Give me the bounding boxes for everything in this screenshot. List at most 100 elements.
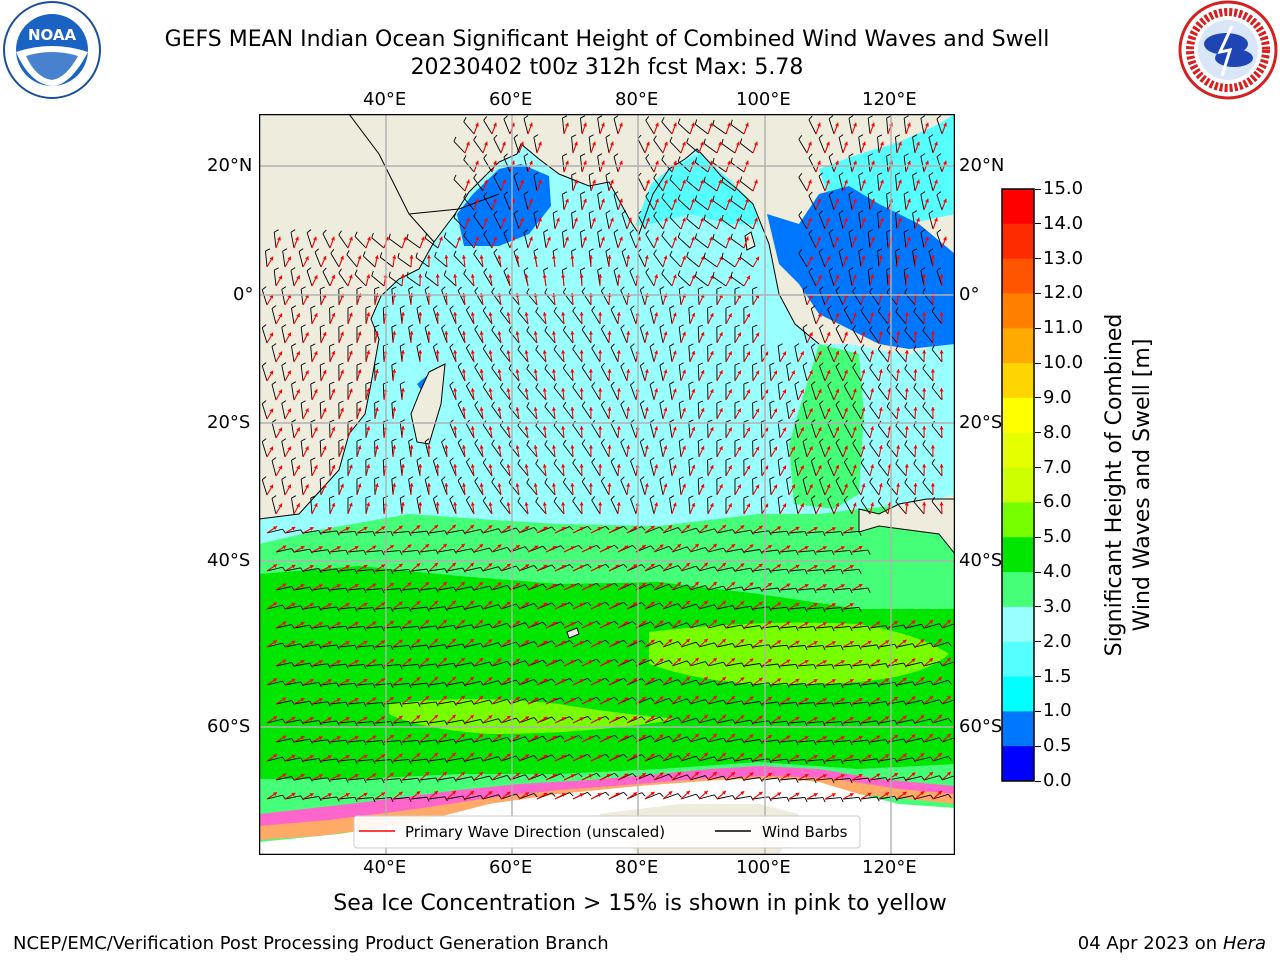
wind-barb-flag — [686, 660, 691, 665]
wave-direction-arrowhead — [682, 483, 686, 488]
wind-barb-flag — [578, 659, 583, 664]
colorbar-segment — [1002, 258, 1034, 294]
wave-direction-arrowhead — [654, 502, 659, 507]
wave-direction-arrowhead — [561, 755, 566, 759]
wind-barb-flag — [695, 679, 700, 685]
wind-barb — [895, 387, 907, 401]
wind-barb — [931, 387, 943, 401]
wind-barb-flag — [614, 772, 619, 778]
wave-direction-arrowhead — [597, 565, 602, 569]
wave-direction-arrowhead — [870, 160, 875, 165]
wind-barb-flag — [424, 476, 430, 480]
wind-barb — [518, 526, 535, 534]
wind-barb — [740, 180, 754, 192]
wind-barb — [392, 758, 409, 762]
wind-barb-flag — [526, 478, 530, 483]
wave-direction-arrowhead — [506, 715, 511, 720]
wind-barb — [310, 422, 313, 439]
wind-barb — [293, 624, 310, 629]
wind-barb — [600, 442, 610, 458]
wave-direction-arrowhead — [470, 274, 475, 278]
wind-barb-flag — [632, 735, 637, 740]
wave-direction-arrowhead — [488, 791, 493, 796]
wind-barb — [365, 740, 382, 743]
wind-barb — [806, 607, 823, 610]
wind-barb — [743, 587, 760, 591]
wind-barb-flag — [630, 495, 635, 500]
wind-barb-flag — [840, 569, 844, 575]
wave-direction-arrowhead — [354, 584, 359, 588]
wind-barb — [920, 194, 925, 211]
wave-direction-arrowhead — [840, 698, 845, 702]
wave-direction-arrowhead — [474, 236, 479, 241]
wave-direction-arrowhead — [626, 369, 631, 373]
wind-barb-flag — [309, 548, 313, 554]
wind-barb-flag — [741, 586, 745, 592]
wind-barb — [703, 143, 718, 154]
wave-direction-arrowhead — [861, 255, 866, 260]
wave-direction-arrowhead — [389, 545, 394, 549]
wave-direction-arrowhead — [911, 772, 916, 777]
wind-barb — [818, 213, 826, 230]
sri-lanka — [744, 231, 756, 251]
wind-barb-flag — [848, 115, 854, 119]
wind-barb — [482, 718, 499, 724]
wind-barb — [319, 478, 322, 496]
wind-barb — [482, 756, 499, 762]
wind-barb — [630, 346, 637, 363]
lat-label-right-20s: 20°S — [959, 412, 1003, 433]
colorbar — [1001, 188, 1035, 782]
wave-direction-arrowhead — [433, 638, 438, 643]
wave-direction-arrowhead — [913, 255, 918, 259]
wind-barb-flag — [686, 137, 689, 143]
wave-direction-arrowhead — [858, 736, 863, 740]
wind-barb-flag — [553, 306, 557, 312]
wave-direction-arrowhead — [276, 236, 281, 241]
wave-direction-arrowhead — [479, 255, 484, 259]
wave-direction-arrowhead — [852, 502, 857, 507]
wind-barb-flag — [498, 794, 502, 799]
wave-direction-arrowhead — [852, 312, 857, 317]
wind-barb-flag — [714, 566, 718, 572]
wind-barb — [802, 441, 808, 458]
wave-direction-arrowhead — [331, 350, 336, 355]
wave-direction-arrowhead — [400, 388, 405, 392]
wave-direction-arrowhead — [922, 312, 927, 316]
colorbar-segment — [1002, 363, 1034, 399]
wind-barb-flag — [300, 438, 306, 442]
wave-direction-arrowhead — [913, 407, 918, 411]
wind-barb — [904, 330, 916, 344]
wind-barb — [806, 683, 823, 686]
wind-barb-flag — [291, 548, 295, 553]
wind-barb-flag — [535, 307, 539, 312]
wave-direction-arrowhead — [672, 388, 677, 393]
wind-barb-flag — [721, 176, 724, 182]
wind-barb — [562, 118, 565, 135]
wave-direction-arrowhead — [694, 619, 699, 624]
wind-barb — [410, 568, 427, 572]
wind-barb — [680, 641, 697, 648]
wind-barb — [518, 716, 535, 724]
wave-direction-arrowhead — [470, 464, 475, 468]
wave-direction-arrowhead — [398, 639, 403, 644]
wave-direction-arrowhead — [435, 350, 440, 354]
wind-barb-flag — [659, 716, 664, 721]
wave-direction-arrowhead — [641, 735, 646, 739]
wind-barb — [779, 625, 796, 629]
wave-direction-arrowhead — [937, 752, 942, 757]
wind-barb — [483, 158, 493, 173]
wind-barb-flag — [732, 605, 736, 610]
wind-barb-flag — [517, 459, 521, 464]
wind-barb — [620, 404, 628, 420]
wave-direction-arrowhead — [460, 771, 465, 776]
wind-barb — [662, 565, 679, 572]
wave-direction-arrowhead — [433, 714, 438, 719]
wind-barb — [828, 194, 835, 211]
wave-direction-arrowhead — [807, 141, 812, 146]
wind-barb — [620, 328, 628, 344]
wind-barb-flag — [840, 721, 844, 727]
wave-direction-arrowhead — [460, 657, 465, 662]
wave-direction-arrowhead — [444, 483, 449, 487]
wave-direction-arrowhead — [515, 583, 520, 587]
wind-barb — [465, 309, 475, 325]
